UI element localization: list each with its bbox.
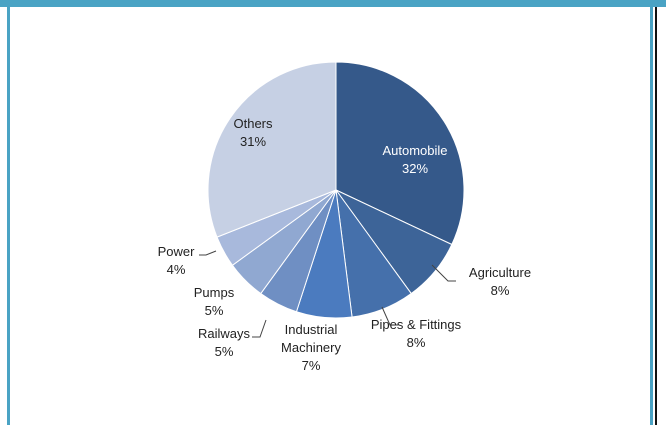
slice-label-agriculture: Agriculture 8% <box>469 265 531 298</box>
slice-label-pipes-fittings: Pipes & Fittings 8% <box>371 317 462 350</box>
leader-line-railways <box>252 319 267 338</box>
slice-label-industrial-machinery: Industrial Machinery 7% <box>281 322 341 373</box>
slice-label-railways: Railways 5% <box>198 326 251 359</box>
slice-labels: Automobile 32% Agriculture 8%Pipes & Fittin… <box>158 116 532 373</box>
leader-line-pipes-fittings <box>381 306 398 326</box>
leader-lines <box>199 250 456 338</box>
leader-line-agriculture <box>431 264 456 282</box>
pie-chart: Automobile 32% Agriculture 8%Pipes & Fittin… <box>158 61 532 373</box>
pie-slice-automobile <box>335 61 465 246</box>
pie-slice-others <box>207 61 337 238</box>
slice-label-power: Power 4% <box>158 244 196 277</box>
slice-label-pumps: Pumps 5% <box>194 285 235 318</box>
frame-left-border <box>7 7 10 425</box>
leader-line-power <box>199 250 217 256</box>
frame-top-bar <box>0 0 666 7</box>
frame-right-edge <box>655 7 657 425</box>
pie-slices <box>207 61 465 319</box>
slice-label-automobile: Automobile 32% <box>382 143 447 176</box>
frame-right-border <box>650 7 653 425</box>
chart-plot-area: Automobile 32% Agriculture 8% Pipes & Fittin… <box>10 7 650 425</box>
slice-label-others: Others 31% <box>233 116 273 149</box>
